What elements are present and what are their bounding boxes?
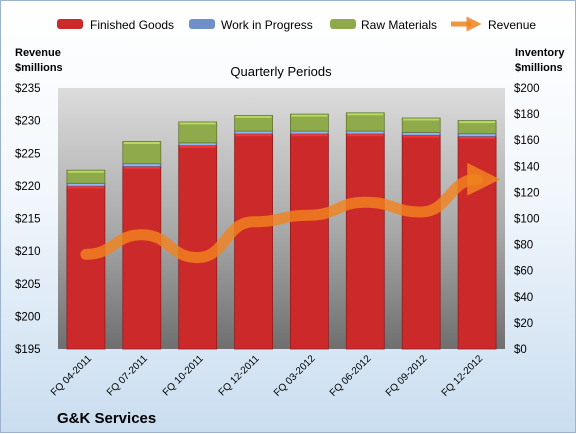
- bar-finished-goods-1: [66, 185, 106, 350]
- x-tick-label: FQ 06-2012: [328, 353, 374, 399]
- bar-cap-raw-materials-2: [123, 142, 160, 144]
- bar-raw-materials-2: [122, 141, 162, 165]
- bar-cap-work-in-progress-3: [179, 143, 216, 146]
- bar-finished-goods-2: [122, 165, 162, 350]
- bar-cap-finished-goods-1: [67, 186, 104, 189]
- x-tick-label: FQ 12-2011: [217, 353, 262, 398]
- left-tick-label: $225: [15, 148, 41, 160]
- left-tick-label: $220: [15, 181, 41, 193]
- bar-cap-work-in-progress-6: [347, 131, 384, 134]
- bar-finished-goods-6: [345, 133, 385, 350]
- left-tick-label: $200: [15, 311, 41, 323]
- right-tick-label: $40: [514, 292, 533, 304]
- left-axis-label-line2: $millions: [15, 62, 63, 74]
- left-tick-label: $210: [15, 246, 41, 258]
- bar-cap-finished-goods-2: [123, 166, 160, 169]
- bar-raw-materials-3: [178, 121, 218, 144]
- bar-cap-finished-goods-3: [179, 145, 216, 148]
- legend: Finished Goods Work in Progress Raw Mate…: [57, 16, 536, 32]
- bar-cap-work-in-progress-2: [123, 164, 160, 167]
- legend-swatch-finished-goods: [57, 19, 83, 29]
- bar-cap-raw-materials-4: [235, 115, 272, 118]
- bar-cap-finished-goods-6: [347, 134, 384, 137]
- bar-cap-raw-materials-3: [179, 122, 216, 125]
- bar-cap-raw-materials-6: [347, 113, 384, 116]
- bar-cap-finished-goods-8: [459, 136, 496, 139]
- legend-label-work-in-progress: Work in Progress: [221, 18, 313, 32]
- bar-cap-work-in-progress-8: [459, 134, 496, 137]
- left-tick-label: $230: [15, 116, 41, 128]
- legend-label-revenue: Revenue: [488, 18, 536, 32]
- left-tick-label: $215: [15, 214, 41, 226]
- bar-cap-work-in-progress-1: [67, 183, 104, 186]
- bar-finished-goods-3: [178, 144, 218, 350]
- bar-cap-finished-goods-4: [235, 134, 272, 137]
- left-tick-label: $205: [15, 279, 41, 291]
- bar-finished-goods-8: [457, 135, 497, 350]
- left-tick-label: $235: [15, 83, 41, 95]
- legend-swatch-work-in-progress: [189, 19, 215, 29]
- bar-cap-raw-materials-1: [67, 170, 104, 173]
- company-name: G&K Services: [57, 410, 156, 427]
- bar-cap-raw-materials-8: [459, 121, 496, 124]
- bar-cap-work-in-progress-5: [291, 131, 328, 134]
- bar-raw-materials-7: [401, 117, 441, 133]
- right-tick-label: $0: [514, 344, 527, 356]
- legend-swatch-raw-materials: [330, 19, 356, 29]
- x-tick-label: FQ 09-2012: [384, 353, 430, 399]
- right-tick-label: $100: [514, 214, 540, 226]
- x-tick-label: FQ 10-2011: [161, 353, 206, 398]
- bar-cap-finished-goods-7: [403, 135, 440, 138]
- legend-label-finished-goods: Finished Goods: [90, 18, 174, 32]
- right-tick-label: $180: [514, 109, 540, 121]
- left-tick-label: $195: [15, 344, 41, 356]
- right-axis-ticks: $0 $20 $40 $60 $80 $100 $120 $140 $160 $180 $200: [514, 83, 540, 356]
- bars-layer: [66, 112, 497, 350]
- left-axis-ticks: $195 $200 $205 $210 $215 $220 $225 $230 $235: [15, 83, 41, 356]
- bar-raw-materials-4: [234, 115, 274, 132]
- x-tick-label: FQ 04-2011: [49, 353, 94, 398]
- bar-cap-raw-materials-5: [291, 114, 328, 117]
- right-axis-label-line2: $millions: [515, 62, 563, 74]
- right-tick-label: $120: [514, 187, 540, 199]
- revenue-line-layer: [80, 162, 501, 264]
- right-tick-label: $80: [514, 240, 533, 252]
- bar-raw-materials-8: [457, 120, 497, 135]
- bar-cap-raw-materials-7: [403, 118, 440, 121]
- right-axis-label-line1: Inventory: [515, 47, 565, 59]
- bar-cap-work-in-progress-7: [403, 132, 440, 135]
- right-tick-label: $200: [514, 83, 540, 95]
- right-tick-label: $160: [514, 135, 540, 147]
- bar-finished-goods-7: [401, 134, 441, 350]
- revenue-line: [80, 162, 501, 264]
- bar-finished-goods-4: [234, 133, 274, 350]
- left-axis-label-line1: Revenue: [15, 47, 61, 59]
- right-tick-label: $60: [514, 266, 533, 278]
- chart-subtitle: Quarterly Periods: [230, 64, 332, 79]
- bar-raw-materials-1: [66, 169, 106, 184]
- right-tick-label: $20: [514, 318, 533, 330]
- right-tick-label: $140: [514, 161, 540, 173]
- x-tick-label: FQ 07-2011: [105, 353, 150, 398]
- bar-finished-goods-5: [289, 133, 329, 350]
- x-axis-ticks: FQ 04-2011 FQ 07-2011 FQ 10-2011 FQ 12-2011…: [49, 353, 485, 399]
- legend-label-raw-materials: Raw Materials: [361, 18, 437, 32]
- bar-cap-finished-goods-5: [291, 134, 328, 137]
- x-tick-label: FQ 12-2012: [440, 353, 486, 399]
- bar-raw-materials-6: [345, 112, 385, 132]
- bar-cap-work-in-progress-4: [235, 131, 272, 134]
- x-tick-label: FQ 03-2012: [272, 353, 318, 399]
- bar-raw-materials-5: [289, 113, 329, 132]
